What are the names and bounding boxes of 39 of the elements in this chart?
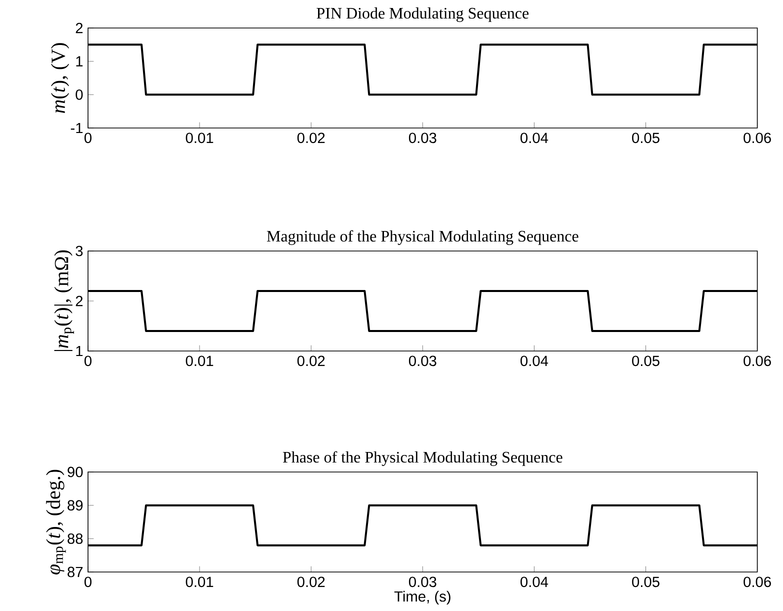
chart-title: Magnitude of the Physical Modulating Sequence (266, 230, 578, 245)
x-tick-label: 0.06 (744, 132, 771, 144)
x-tick-label: 0.06 (744, 576, 771, 588)
x-tick-label: 0.02 (297, 356, 325, 366)
y-axis-title: |m$_{p}$(t)|, (mΩ) (54, 250, 74, 352)
x-tick-label: 0.02 (297, 576, 325, 588)
y-tick-label: 87 (68, 566, 83, 578)
y-axis-title: m(t), (V) (50, 43, 70, 114)
y-tick-label: 2 (76, 296, 83, 306)
x-tick-label: 0.01 (186, 356, 214, 366)
y-tick-label: 3 (76, 246, 83, 256)
y-axis-title: φ$_{mp}$(t), (deg.) (46, 470, 66, 574)
x-tick-label: 0.03 (408, 356, 436, 366)
y-tick-label: 88 (68, 533, 83, 544)
x-tick-label: 0.03 (408, 576, 436, 588)
x-tick-label: 0.04 (520, 132, 548, 144)
y-tick-label: 1 (76, 346, 83, 356)
y-tick-label: 2 (76, 22, 83, 34)
x-tick-label: 0.05 (632, 132, 660, 144)
x-tick-label: 0.06 (744, 356, 771, 366)
y-tick-label: 90 (68, 466, 83, 478)
x-tick-label: 0.02 (297, 132, 325, 144)
x-tick-label: 0 (84, 132, 92, 144)
x-axis-title: Time, (s) (394, 590, 450, 605)
x-tick-label: 0.01 (186, 576, 214, 588)
y-tick-label: 89 (68, 500, 83, 511)
x-tick-label: 0 (84, 576, 92, 588)
x-tick-label: 0.05 (632, 356, 660, 366)
y-tick-label: -1 (70, 122, 83, 134)
x-tick-label: 0.03 (408, 132, 436, 144)
y-tick-label: 0 (76, 89, 83, 100)
chart-title: PIN Diode Modulating Sequence (316, 7, 529, 22)
x-tick-label: 0.04 (520, 356, 548, 366)
chart-title: Phase of the Physical Modulating Sequence (282, 451, 562, 466)
x-tick-label: 0.01 (186, 132, 214, 144)
x-tick-label: 0.04 (520, 576, 548, 588)
y-tick-label: 1 (76, 56, 83, 66)
x-tick-label: 0.05 (632, 576, 660, 588)
x-tick-label: 0 (84, 356, 92, 366)
